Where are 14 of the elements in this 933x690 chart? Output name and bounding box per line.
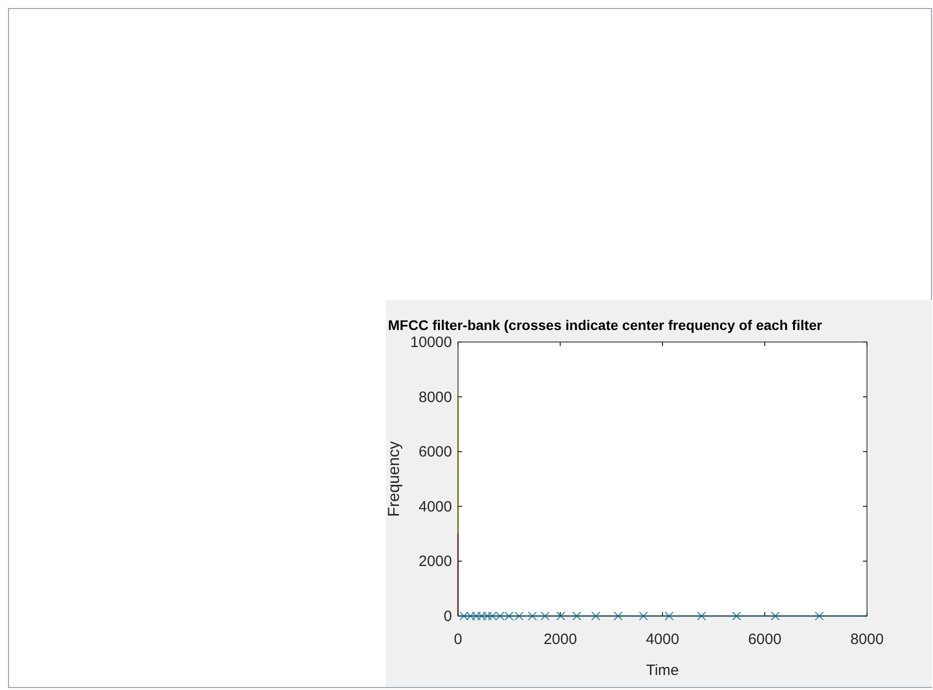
x-tick-label: 6000 [748, 631, 782, 648]
x-tick-label: 2000 [544, 631, 577, 648]
y-tick-label: 10000 [410, 334, 452, 351]
x-tick-label: 8000 [850, 631, 884, 648]
x-tick-label: 0 [454, 631, 462, 648]
y-tick-label: 8000 [418, 388, 452, 406]
chart-title: MFCC filter-bank (crosses indicate center frequency of each filter [388, 317, 823, 333]
y-tick-label: 2000 [418, 553, 452, 570]
y-tick-label: 0 [444, 608, 452, 625]
y-tick-label: 4000 [418, 498, 452, 516]
x-axis-title: Time [646, 662, 679, 679]
y-tick-label: 6000 [418, 444, 452, 461]
x-tick-label: 4000 [646, 631, 680, 648]
y-axis-title: Frequency [386, 441, 403, 517]
